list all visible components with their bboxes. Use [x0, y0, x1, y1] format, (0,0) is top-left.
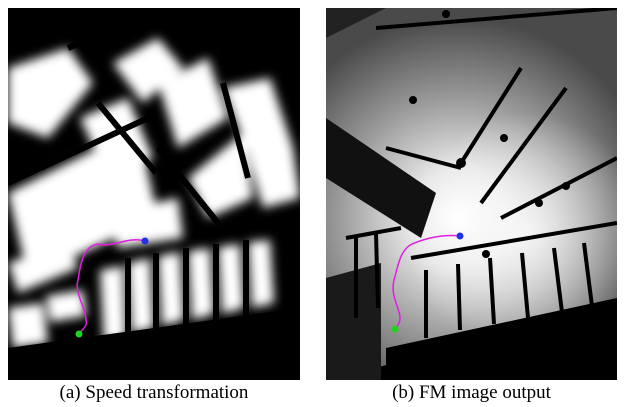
- goal-marker: [456, 232, 464, 240]
- caption-label: (b): [392, 382, 415, 403]
- caption-text: FM image output: [418, 382, 551, 403]
- free-space-regions: [8, 38, 300, 348]
- fm-output-image: [326, 8, 617, 380]
- caption-fm-output: (b) FM image output: [326, 382, 617, 404]
- lower-obstacle: [386, 298, 617, 380]
- speed-transformation-image: [8, 8, 300, 380]
- corner-shade: [326, 8, 386, 38]
- obstacle-block: [326, 118, 436, 238]
- caption-text: Speed transformation: [85, 382, 249, 403]
- start-marker: [75, 330, 83, 338]
- planned-path: [76, 239, 146, 335]
- left-lower-shade: [326, 263, 381, 380]
- walls: [345, 8, 617, 338]
- fm-map: [326, 8, 617, 380]
- walls: [8, 8, 251, 343]
- caption-speed-transformation: (a) Speed transformation: [8, 382, 300, 404]
- planned-path: [392, 234, 461, 330]
- wall-joints: [409, 10, 570, 258]
- lower-obstacle: [8, 308, 300, 380]
- speed-map: [8, 8, 300, 380]
- caption-label: (a): [59, 382, 81, 403]
- start-marker: [391, 325, 399, 333]
- goal-marker: [141, 237, 149, 245]
